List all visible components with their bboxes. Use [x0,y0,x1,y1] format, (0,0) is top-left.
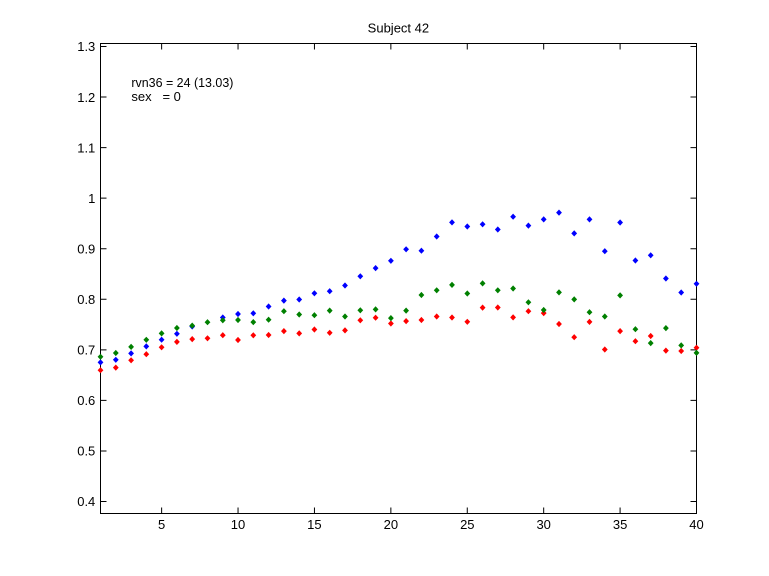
svg-text:rvn36 = 24 (13.03): rvn36 = 24 (13.03) [131,75,233,90]
svg-text:0.5: 0.5 [77,444,95,459]
svg-text:1.3: 1.3 [77,39,95,54]
svg-text:0.6: 0.6 [77,393,95,408]
svg-text:1.1: 1.1 [77,140,95,155]
svg-text:10: 10 [231,517,245,532]
svg-text:20: 20 [384,517,398,532]
svg-text:25: 25 [460,517,474,532]
svg-text:1.2: 1.2 [77,90,95,105]
svg-text:5: 5 [158,517,165,532]
svg-text:0.7: 0.7 [77,343,95,358]
svg-text:30: 30 [536,517,550,532]
svg-text:15: 15 [307,517,321,532]
svg-text:0.8: 0.8 [77,292,95,307]
svg-text:40: 40 [689,517,703,532]
svg-text:35: 35 [613,517,627,532]
svg-text:sex = 0: sex = 0 [131,89,181,104]
svg-text:0.4: 0.4 [77,494,95,509]
svg-text:1: 1 [88,191,95,206]
svg-text:0.9: 0.9 [77,241,95,256]
svg-text:Subject 42: Subject 42 [368,20,429,35]
